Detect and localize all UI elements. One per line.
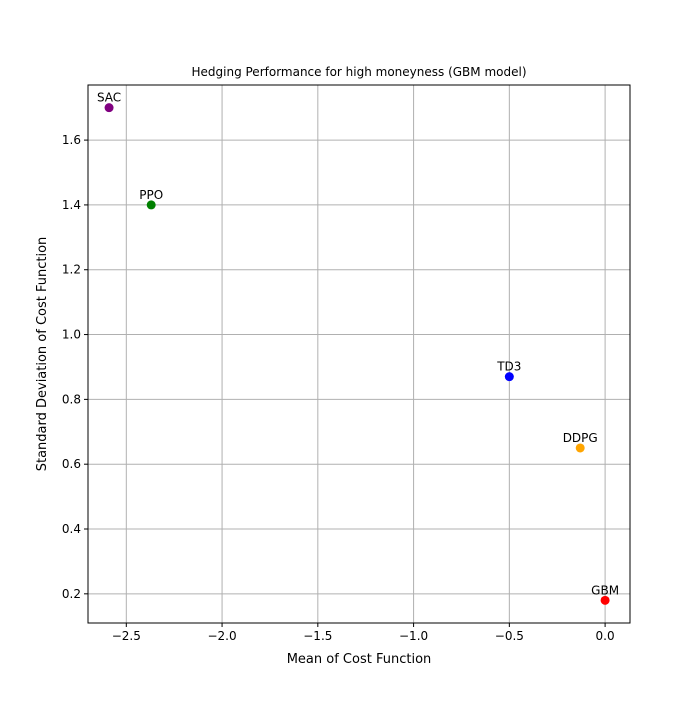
point-labels: SAC PPO TD3 DDPG GBM [97,91,619,598]
point-label-sac: SAC [97,91,121,105]
data-points [104,103,610,605]
x-axis-ticks: −2.5 −2.0 −1.5 −1.0 −0.5 0.0 [112,623,615,643]
y-tick-label: 1.0 [62,328,81,342]
point-label-ddpg: DDPG [563,431,598,445]
x-tick-label: −1.0 [399,629,428,643]
data-point-sac [104,103,114,113]
y-tick-label: 0.8 [62,392,81,406]
y-axis-ticks: 0.2 0.4 0.6 0.8 1.0 1.2 1.4 1.6 [62,133,88,601]
plot-area-frame [87,84,631,624]
data-point-ppo [146,200,156,210]
data-point-ddpg [575,443,585,453]
x-tick-label: −1.5 [303,629,332,643]
point-label-ppo: PPO [139,188,163,202]
y-tick-label: 1.4 [62,198,81,212]
x-tick-label: 0.0 [596,629,615,643]
data-point-gbm [600,595,610,605]
y-axis-label: Standard Deviation of Cost Function [35,237,50,472]
y-tick-label: 1.6 [62,133,81,147]
point-label-td3: TD3 [496,360,521,374]
y-tick-label: 0.6 [62,457,81,471]
chart-title: Hedging Performance for high moneyness (… [191,65,526,79]
y-tick-label: 0.4 [62,522,81,536]
y-tick-label: 1.2 [62,263,81,277]
grid-lines [88,85,630,623]
x-tick-label: −2.5 [112,629,141,643]
data-point-td3 [504,372,514,382]
y-tick-label: 0.2 [62,587,81,601]
point-label-gbm: GBM [591,583,619,597]
x-tick-label: −0.5 [495,629,524,643]
x-tick-label: −2.0 [207,629,236,643]
x-axis-label: Mean of Cost Function [287,652,432,667]
